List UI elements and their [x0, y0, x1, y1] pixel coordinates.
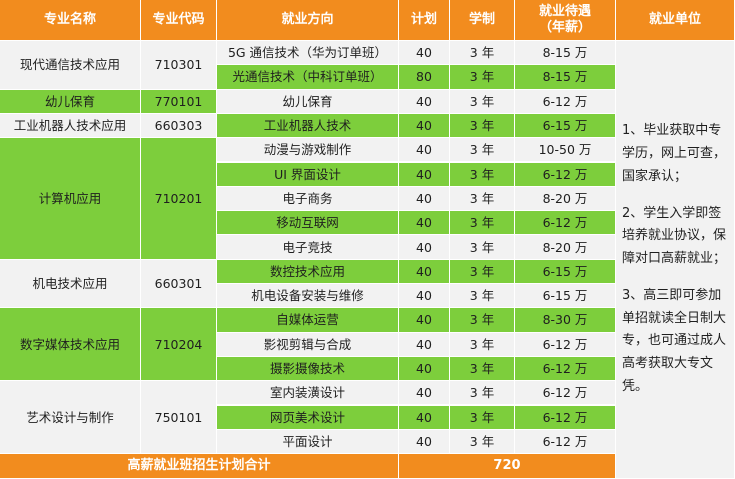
- duration-cell: 3 年: [450, 65, 515, 90]
- direction-cell: 影视剪辑与合成: [217, 332, 399, 357]
- salary-cell: 6-12 万: [515, 211, 616, 236]
- major-name-cell: 幼儿保育: [0, 89, 141, 114]
- plan-cell: 40: [399, 332, 450, 357]
- major-code-cell: 660301: [141, 259, 217, 309]
- salary-cell: 8-20 万: [515, 186, 616, 212]
- major-name-cell: 艺术设计与制作: [0, 381, 141, 455]
- direction-cell: 5G 通信技术（华为订单班）: [217, 41, 399, 66]
- header-duration: 学制: [450, 0, 515, 41]
- plan-cell: 40: [399, 429, 450, 455]
- plan-cell: 40: [399, 259, 450, 284]
- plan-cell: 40: [399, 284, 450, 309]
- employer-note: 3、高三即可参加单招就读全日制大专，也可通过成人高考获取大专文凭。: [622, 287, 727, 394]
- plan-cell: 80: [399, 65, 450, 90]
- plan-cell: 40: [399, 186, 450, 212]
- employer-note: 2、学生入学即签培养就业协议，保障对口高薪就业；: [622, 205, 727, 267]
- direction-cell: 室内装潢设计: [217, 381, 399, 406]
- major-code-cell: 750101: [141, 381, 217, 455]
- direction-cell: 光通信技术（中科订单班）: [217, 65, 399, 90]
- direction-cell: 机电设备安装与维修: [217, 284, 399, 309]
- employer-notes: 1、毕业获取中专学历，网上可查，国家承认； 2、学生入学即签培养就业协议，保障对口…: [616, 41, 735, 479]
- plan-cell: 40: [399, 41, 450, 66]
- duration-cell: 3 年: [450, 284, 515, 309]
- plan-cell: 40: [399, 308, 450, 333]
- plan-cell: 40: [399, 113, 450, 139]
- major-name-cell: 工业机器人技术应用: [0, 113, 141, 139]
- direction-cell: 平面设计: [217, 429, 399, 455]
- header-salary: 就业待遇（年薪）: [515, 0, 616, 41]
- duration-cell: 3 年: [450, 138, 515, 163]
- duration-cell: 3 年: [450, 89, 515, 114]
- duration-cell: 3 年: [450, 41, 515, 66]
- salary-cell: 6-12 万: [515, 332, 616, 357]
- employer-note: 1、毕业获取中专学历，网上可查，国家承认；: [622, 123, 727, 184]
- header-direction: 就业方向: [217, 0, 399, 41]
- major-code-cell: 710201: [141, 138, 217, 260]
- duration-cell: 3 年: [450, 211, 515, 236]
- major-name-cell: 计算机应用: [0, 138, 141, 260]
- duration-cell: 3 年: [450, 186, 515, 212]
- direction-cell: 自媒体运营: [217, 308, 399, 333]
- salary-cell: 10-50 万: [515, 138, 616, 163]
- plan-cell: 40: [399, 405, 450, 430]
- major-name-cell: 机电技术应用: [0, 259, 141, 309]
- direction-cell: 摄影摄像技术: [217, 356, 399, 382]
- salary-cell: 6-15 万: [515, 113, 616, 139]
- major-name-cell: 现代通信技术应用: [0, 41, 141, 90]
- salary-cell: 8-15 万: [515, 65, 616, 90]
- duration-cell: 3 年: [450, 113, 515, 139]
- plan-cell: 40: [399, 356, 450, 382]
- salary-cell: 6-12 万: [515, 356, 616, 382]
- direction-cell: 动漫与游戏制作: [217, 138, 399, 163]
- duration-cell: 3 年: [450, 308, 515, 333]
- salary-cell: 6-12 万: [515, 381, 616, 406]
- direction-cell: 幼儿保育: [217, 89, 399, 114]
- duration-cell: 3 年: [450, 405, 515, 430]
- salary-cell: 6-12 万: [515, 429, 616, 455]
- header-major-name: 专业名称: [0, 0, 141, 41]
- salary-cell: 6-12 万: [515, 89, 616, 114]
- direction-cell: 电子竞技: [217, 235, 399, 260]
- employer-notes-list: 1、毕业获取中专学历，网上可查，国家承认； 2、学生入学即签培养就业协议，保障对口…: [622, 120, 728, 398]
- direction-cell: 工业机器人技术: [217, 113, 399, 139]
- duration-cell: 3 年: [450, 429, 515, 455]
- plan-cell: 40: [399, 381, 450, 406]
- plan-cell: 40: [399, 89, 450, 114]
- direction-cell: 电子商务: [217, 186, 399, 212]
- plan-cell: 40: [399, 211, 450, 236]
- duration-cell: 3 年: [450, 381, 515, 406]
- header-major-code: 专业代码: [141, 0, 217, 41]
- major-code-cell: 710301: [141, 41, 217, 90]
- salary-cell: 8-15 万: [515, 41, 616, 66]
- direction-cell: 数控技术应用: [217, 259, 399, 284]
- plan-cell: 40: [399, 138, 450, 163]
- direction-cell: 移动互联网: [217, 211, 399, 236]
- plan-cell: 40: [399, 235, 450, 260]
- salary-cell: 8-20 万: [515, 235, 616, 260]
- salary-cell: 6-15 万: [515, 284, 616, 309]
- direction-cell: 网页美术设计: [217, 405, 399, 430]
- salary-cell: 8-30 万: [515, 308, 616, 333]
- total-label: 高薪就业班招生计划合计: [0, 454, 399, 479]
- major-code-cell: 710204: [141, 308, 217, 382]
- duration-cell: 3 年: [450, 235, 515, 260]
- header-plan: 计划: [399, 0, 450, 41]
- direction-cell: UI 界面设计: [217, 162, 399, 187]
- total-value: 720: [399, 454, 616, 479]
- salary-cell: 6-12 万: [515, 405, 616, 430]
- major-code-cell: 660303: [141, 113, 217, 139]
- major-code-cell: 770101: [141, 89, 217, 114]
- salary-cell: 6-15 万: [515, 259, 616, 284]
- duration-cell: 3 年: [450, 356, 515, 382]
- duration-cell: 3 年: [450, 259, 515, 284]
- header-employer: 就业单位: [616, 0, 735, 41]
- duration-cell: 3 年: [450, 162, 515, 187]
- major-name-cell: 数字媒体技术应用: [0, 308, 141, 382]
- duration-cell: 3 年: [450, 332, 515, 357]
- plan-cell: 40: [399, 162, 450, 187]
- salary-cell: 6-12 万: [515, 162, 616, 187]
